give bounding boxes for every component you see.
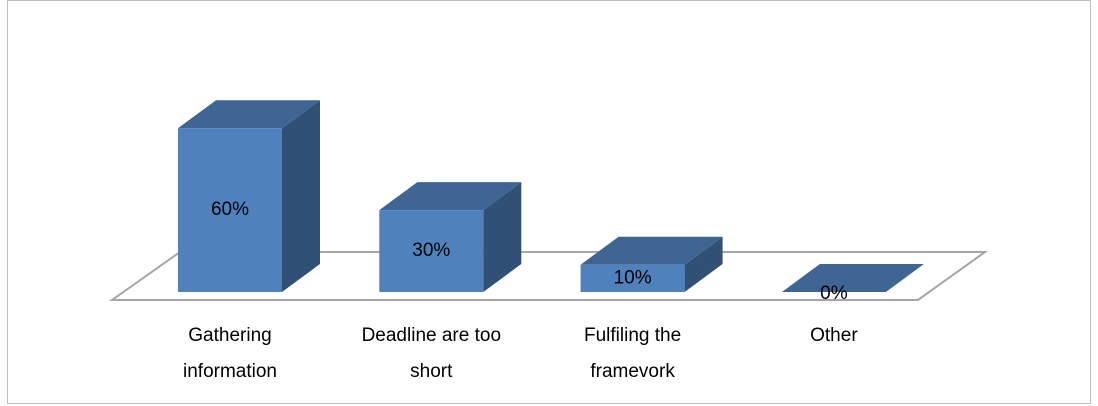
bar-front	[178, 128, 282, 292]
data-label: 30%	[412, 240, 450, 261]
data-label: 0%	[820, 283, 848, 304]
bar-top	[178, 100, 320, 129]
bar	[379, 182, 522, 292]
bar	[178, 100, 320, 292]
x-tick-label: Fulfiling the framevork	[584, 325, 682, 382]
bar	[580, 236, 723, 292]
bar-top	[580, 236, 723, 265]
bar-top	[781, 264, 924, 292]
bar-front	[379, 210, 484, 292]
bar-front	[580, 264, 685, 292]
bar-side	[684, 236, 723, 292]
data-label: 60%	[211, 199, 249, 220]
x-tick-label: Gathering information	[183, 325, 277, 382]
bar-top	[379, 182, 522, 211]
bar-side	[483, 182, 522, 292]
data-label: 10%	[614, 267, 652, 288]
x-tick-label: Deadline are too short	[361, 325, 502, 382]
x-tick-label: Other	[810, 325, 858, 346]
bar	[781, 264, 924, 292]
chart-frame	[7, 0, 1091, 404]
floor	[108, 251, 989, 301]
bar-side	[282, 100, 320, 292]
